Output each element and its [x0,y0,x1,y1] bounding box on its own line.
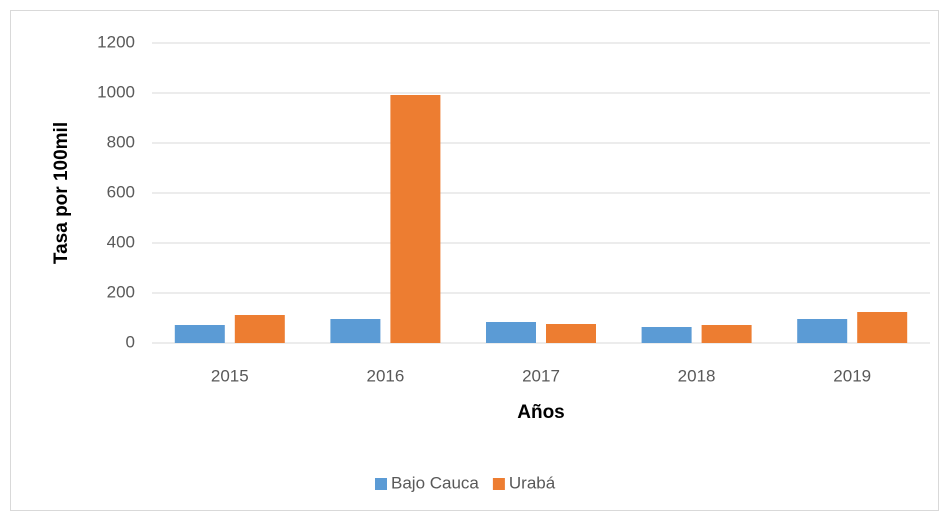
bar [857,312,908,343]
bar [390,95,441,343]
legend-swatch [492,478,505,490]
chart-border [10,10,939,511]
y-axis-label: Tasa por 100mil [51,122,72,264]
bar [174,325,225,343]
legend-label: Bajo Cauca [391,473,479,492]
x-tick-label: 2016 [366,366,404,385]
legend-label: Urabá [509,473,556,492]
y-tick-label: 1200 [97,32,135,51]
y-tick-label: 800 [107,132,135,151]
y-tick-label: 400 [107,232,135,251]
y-tick-label: 0 [126,332,135,351]
x-tick-label: 2015 [211,366,249,385]
x-tick-label: 2019 [833,366,871,385]
y-tick-label: 1000 [97,82,135,101]
y-tick-label: 600 [107,182,135,201]
bar [797,319,848,343]
x-tick-label: 2017 [522,366,560,385]
bar [486,322,536,343]
bar [641,327,692,343]
legend-swatch [375,478,387,490]
bar [234,315,285,343]
bar [330,319,381,343]
bar [546,324,596,343]
y-tick-label: 200 [107,282,135,301]
x-tick-label: 2018 [678,366,716,385]
x-axis-label: Años [517,402,565,423]
bar [701,325,752,343]
